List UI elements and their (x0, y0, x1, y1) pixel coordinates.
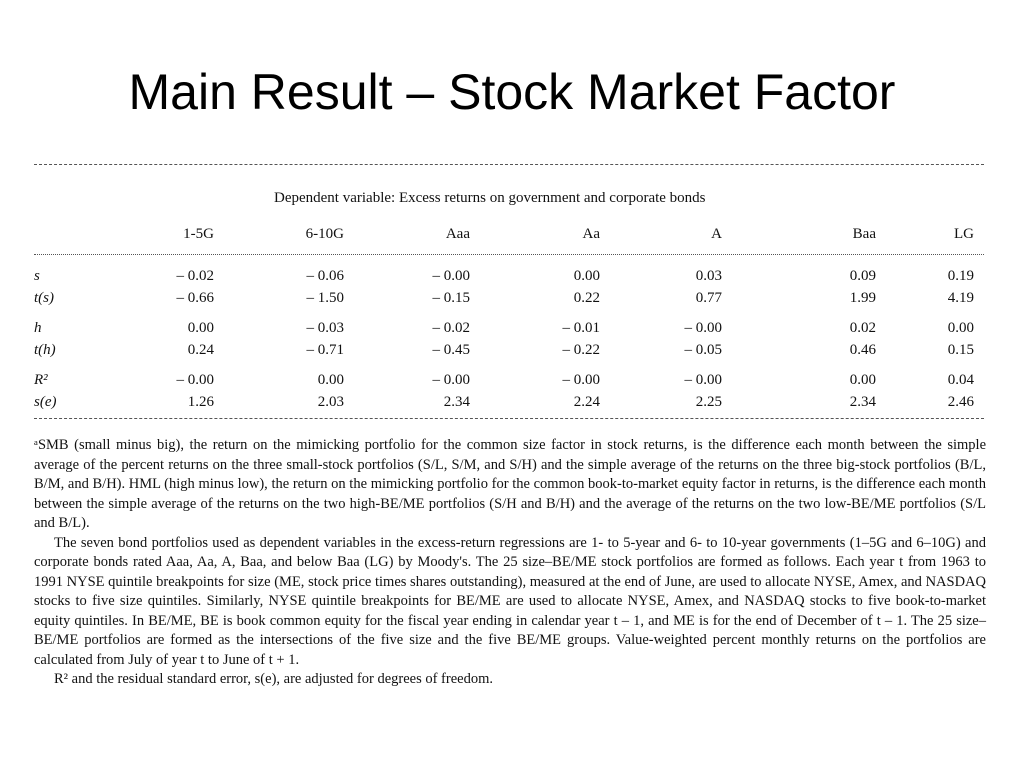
table-cell: 0.09 (849, 268, 876, 284)
table-cell: – 0.05 (684, 342, 723, 358)
table-cell: – 0.45 (432, 342, 471, 358)
footnote-paragraph: ᵃSMB (small minus big), the return on th… (34, 437, 986, 531)
table-cell: – 0.00 (432, 268, 471, 284)
table-cell: 2.03 (317, 394, 344, 410)
footnote-paragraph: R² and the residual standard error, s(e)… (54, 671, 493, 687)
table-cell: 0.02 (849, 320, 876, 336)
table-cell: – 0.06 (306, 268, 345, 284)
column-header: Baa (852, 226, 876, 242)
table-cell: 1.26 (187, 394, 214, 410)
table-cell: 0.22 (573, 290, 600, 306)
table-cell: – 0.03 (306, 320, 345, 336)
column-header: Aa (582, 226, 601, 242)
table-cell: – 0.02 (176, 268, 215, 284)
table-cell: 0.00 (947, 320, 974, 336)
row-label: R² (34, 372, 48, 388)
table-cell: 0.00 (573, 268, 600, 284)
table-footnotes: ᵃSMB (small minus big), the return on th… (34, 436, 986, 690)
slide-title: Main Result – Stock Market Factor (128, 64, 896, 120)
table-cell: 2.46 (947, 394, 974, 410)
table-cell: – 0.66 (176, 290, 215, 306)
column-header: 6-10G (305, 226, 344, 242)
header-rule (34, 254, 984, 255)
table-cell: 2.24 (573, 394, 600, 410)
table-cell: 2.34 (849, 394, 876, 410)
table-cell: – 0.00 (176, 372, 215, 388)
table-cell: – 0.00 (562, 372, 601, 388)
table-cell: – 0.22 (562, 342, 601, 358)
table-cell: – 1.50 (306, 290, 345, 306)
table-cell: 4.19 (947, 290, 974, 306)
table-cell: 2.34 (443, 394, 470, 410)
table-cell: 0.77 (695, 290, 722, 306)
table-cell: – 0.02 (432, 320, 471, 336)
table-cell: 0.19 (947, 268, 974, 284)
column-header: Aaa (445, 226, 470, 242)
table-cell: 0.00 (849, 372, 876, 388)
row-label: s (34, 268, 40, 284)
row-label: s(e) (34, 394, 57, 410)
table-cell: – 0.00 (432, 372, 471, 388)
table-top-rule (34, 164, 984, 165)
scanned-table-image: Dependent variable: Excess returns on go… (34, 150, 989, 740)
table-cell: 1.99 (849, 290, 876, 306)
table-cell: 0.24 (187, 342, 214, 358)
footnote-paragraph: The seven bond portfolios used as depend… (34, 534, 986, 668)
row-label: h (34, 320, 42, 336)
table-cell: – 0.71 (306, 342, 345, 358)
table-bottom-rule (34, 418, 984, 419)
table-cell: – 0.01 (562, 320, 601, 336)
table-cell: 0.00 (317, 372, 344, 388)
table-cell: – 0.15 (432, 290, 471, 306)
table-cell: 0.03 (695, 268, 722, 284)
row-label: t(h) (34, 342, 56, 358)
column-header: A (711, 226, 722, 242)
column-header: LG (954, 226, 974, 242)
table-cell: 0.46 (849, 342, 876, 358)
dependent-variable-caption: Dependent variable: Excess returns on go… (274, 190, 706, 206)
table-cell: 2.25 (695, 394, 722, 410)
table-cell: 0.15 (947, 342, 974, 358)
table-cell: – 0.00 (684, 372, 723, 388)
table-cell: – 0.00 (684, 320, 723, 336)
table-cell: 0.04 (947, 372, 974, 388)
table-cell: 0.00 (187, 320, 214, 336)
row-label: t(s) (34, 290, 54, 306)
column-header: 1-5G (183, 226, 214, 242)
